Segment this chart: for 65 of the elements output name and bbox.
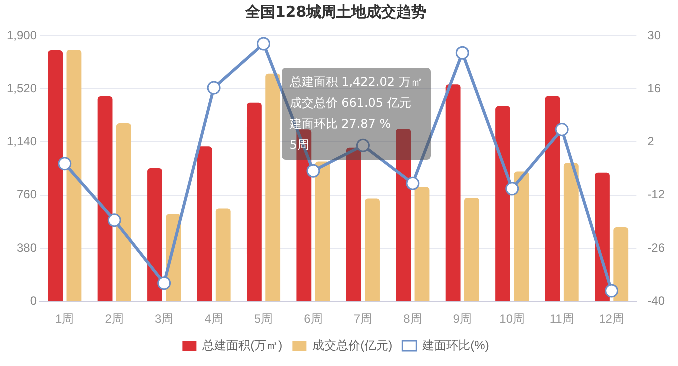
y2-tick-label: 16 [648,81,662,96]
point [58,157,72,171]
bar [564,163,579,302]
bar [446,84,461,302]
point [456,46,470,60]
annotation: 总建面积 1,422.02 万㎡ [290,74,423,91]
bar [365,198,380,302]
bar [496,106,510,302]
bar [48,50,64,302]
y2-tick-label: 30 [648,28,662,42]
bar [464,198,480,302]
legend-label: 成交总价(亿元) [312,338,393,352]
bar [148,168,162,302]
bar [315,162,330,302]
legend-label: 建面环比(%) [422,338,490,352]
point [306,164,320,178]
y2-tick-label: 2 [648,134,655,149]
x-tick-label: 9周 [453,312,472,326]
bar [296,130,312,302]
y-tick-label: 0 [30,294,38,308]
bar [346,148,362,302]
x-tick-label: 7周 [354,312,373,326]
chart-title: 全国128城周土地成交趋势 [244,2,427,21]
x-tick-label: 11周 [550,312,574,326]
point [555,122,569,136]
point [257,37,271,51]
y2-tick-label: -26 [648,240,666,255]
y-tick-label: 1,140 [7,134,38,149]
bar [66,50,82,302]
bar [614,228,629,302]
y-tick-label: 760 [17,188,38,202]
x-tick-label: 5周 [254,312,274,326]
y-tick-label: 1,900 [7,28,38,42]
x-tick-label: 8周 [404,312,422,326]
point [158,276,172,290]
point [506,182,520,196]
point [207,81,221,95]
bar [396,128,412,302]
y2-tick-label: -12 [648,188,666,202]
x-tick-label: 4周 [204,312,224,326]
bar [98,96,113,302]
bar [216,208,231,302]
y2-tick-label: -40 [648,294,666,308]
point [108,214,122,228]
point [605,284,619,298]
bar [266,74,281,302]
bar [116,124,132,302]
x-tick-label: 2周 [105,312,124,326]
bar [545,96,560,302]
x-tick-label: 1周 [56,312,74,326]
bar [197,146,212,302]
point [406,176,420,190]
bar [246,102,262,302]
bar [514,172,530,302]
x-tick-label: 6周 [304,312,323,326]
point [356,138,370,152]
annotation: 5周 [290,137,310,154]
legend-label: 总建面积(万㎡) [202,338,283,352]
x-tick-label: 12周 [599,312,624,326]
y-tick-label: 380 [17,240,38,255]
bar [414,187,430,302]
x-tick-label: 10周 [500,312,526,326]
annotation: 成交总价 661.05 亿元 [290,95,412,112]
x-tick-label: 3周 [154,312,174,326]
y-tick-label: 1,520 [7,81,38,96]
